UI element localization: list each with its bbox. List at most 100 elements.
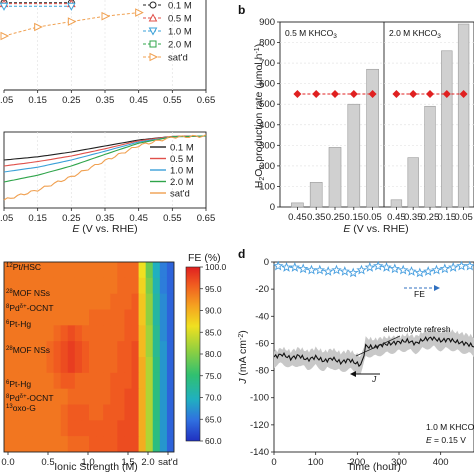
pb-ytick-label: 200	[259, 161, 275, 172]
pd-fe-star	[281, 261, 292, 272]
pc-heat-cell	[67, 325, 76, 342]
pc-heat-cell	[4, 262, 12, 279]
pc-xtick-label: sat'd	[158, 457, 178, 468]
pc-heat-cell	[32, 420, 41, 437]
pc-heat-cell	[89, 341, 97, 358]
pb-ref-marker	[368, 89, 377, 98]
pc-heat-cell	[145, 325, 154, 342]
pc-heat-cell	[103, 388, 111, 406]
pb-bar	[291, 202, 304, 208]
pc-heat-cell	[32, 341, 41, 358]
pc-heat-cell	[39, 293, 48, 311]
pc-heat-cell	[74, 262, 83, 279]
pc-heat-cell	[166, 309, 174, 326]
pd-ytick-label: -40	[255, 311, 269, 322]
pc-heat-cell	[166, 388, 174, 406]
pc-xtick-label: 0.0	[1, 457, 14, 468]
pc-heat-cell	[152, 325, 161, 342]
pc-heat-cell	[152, 309, 161, 326]
pc-heat-cell	[18, 309, 26, 326]
pc-heat-cell	[32, 404, 41, 421]
pa-bot-xtick-label: 0.05	[0, 213, 13, 224]
pc-heat-cell	[103, 436, 111, 452]
pc-heat-cell	[110, 436, 118, 452]
pc-heat-cell	[110, 309, 118, 326]
pc-heat-cell	[11, 309, 19, 326]
pc-heat-cell	[81, 309, 90, 326]
pc-annotation: 6Pt-Hg	[6, 379, 31, 389]
pb-ytick-label: 0	[270, 202, 275, 213]
pb-bar	[424, 105, 436, 208]
pc-heat-cell	[74, 436, 83, 452]
pd-fe-star	[289, 261, 301, 272]
pc-heat-cell	[81, 436, 90, 452]
pb-xtick-label: 0.35	[307, 212, 326, 223]
pc-heat-cell	[166, 293, 174, 311]
pc-heat-cell	[117, 420, 126, 437]
pc-heat-cell	[32, 262, 41, 279]
pc-heat-cell	[25, 372, 33, 390]
pc-colorbar-tick-label: 100.0	[205, 262, 227, 272]
pc-heat-cell	[166, 372, 174, 390]
pc-heat-cell	[152, 293, 161, 311]
pb-xtick-label: 0.45	[387, 212, 406, 223]
pc-heat-cell	[117, 277, 126, 295]
pc-heat-cell	[81, 293, 90, 311]
pc-heatmap	[4, 262, 174, 452]
pc-heat-cell	[60, 372, 69, 390]
pc-heat-cell	[103, 404, 111, 421]
pc-heat-cell	[166, 325, 174, 342]
pc-heat-cell	[53, 388, 62, 406]
pc-heat-cell	[131, 357, 140, 374]
pc-heat-cell	[159, 388, 168, 406]
pc-heat-cell	[18, 388, 26, 406]
pc-heat-cell	[110, 404, 118, 421]
pc-heat-cell	[74, 388, 83, 406]
pc-heat-cell	[11, 277, 19, 295]
pb-group2-label: 2.0 M KHCO3	[389, 28, 441, 40]
pd-fe-star	[431, 264, 442, 275]
pd-fe-star	[464, 260, 474, 271]
pc-heat-cell	[46, 436, 55, 452]
pc-heat-cell	[159, 325, 168, 342]
pc-heat-cell	[46, 420, 55, 437]
pc-heat-cell	[166, 262, 174, 279]
pb-bar	[441, 50, 453, 208]
pc-heat-cell	[18, 404, 26, 421]
pc-heat-cell	[166, 277, 174, 295]
pc-heat-cell	[67, 293, 76, 311]
pb-ref-marker	[312, 89, 321, 98]
pc-heat-cell	[74, 404, 83, 421]
pc-heat-cell	[117, 262, 126, 279]
pc-heat-cell	[124, 357, 133, 374]
pb-xtick-label: 0.05	[363, 212, 382, 223]
pc-colorbar-tick-label: 95.0	[205, 284, 222, 294]
pc-heat-cell	[53, 309, 62, 326]
pc-heat-cell	[96, 341, 104, 358]
pc-heat-cell	[53, 436, 62, 452]
pc-heat-cell	[39, 277, 48, 295]
pc-heat-cell	[4, 277, 12, 295]
pc-heat-cell	[138, 372, 147, 390]
pd-j-band	[274, 328, 474, 375]
pb-bar	[390, 199, 403, 208]
pc-heat-cell	[145, 293, 154, 311]
pc-heat-cell	[39, 404, 48, 421]
pd-fe-star	[447, 261, 459, 272]
pc-heat-cell	[25, 357, 33, 374]
pc-heat-cell	[4, 436, 12, 452]
pd-annot-refresh: electrolyte refresh	[383, 324, 451, 334]
pc-annotation: 8Pdδ+-OCNT	[6, 303, 54, 313]
pa-top-point	[34, 22, 43, 32]
pc-heat-cell	[124, 325, 133, 342]
pc-heat-cell	[96, 277, 104, 295]
pd-fe-star	[339, 266, 350, 276]
pc-heat-cell	[159, 262, 168, 279]
pb-xtick-label: 0.25	[421, 212, 440, 223]
pc-heat-cell	[124, 262, 133, 279]
pc-heat-cell	[81, 325, 90, 342]
pc-heat-cell	[60, 277, 69, 295]
pc-heat-cell	[138, 420, 147, 437]
pc-heat-cell	[4, 341, 12, 358]
